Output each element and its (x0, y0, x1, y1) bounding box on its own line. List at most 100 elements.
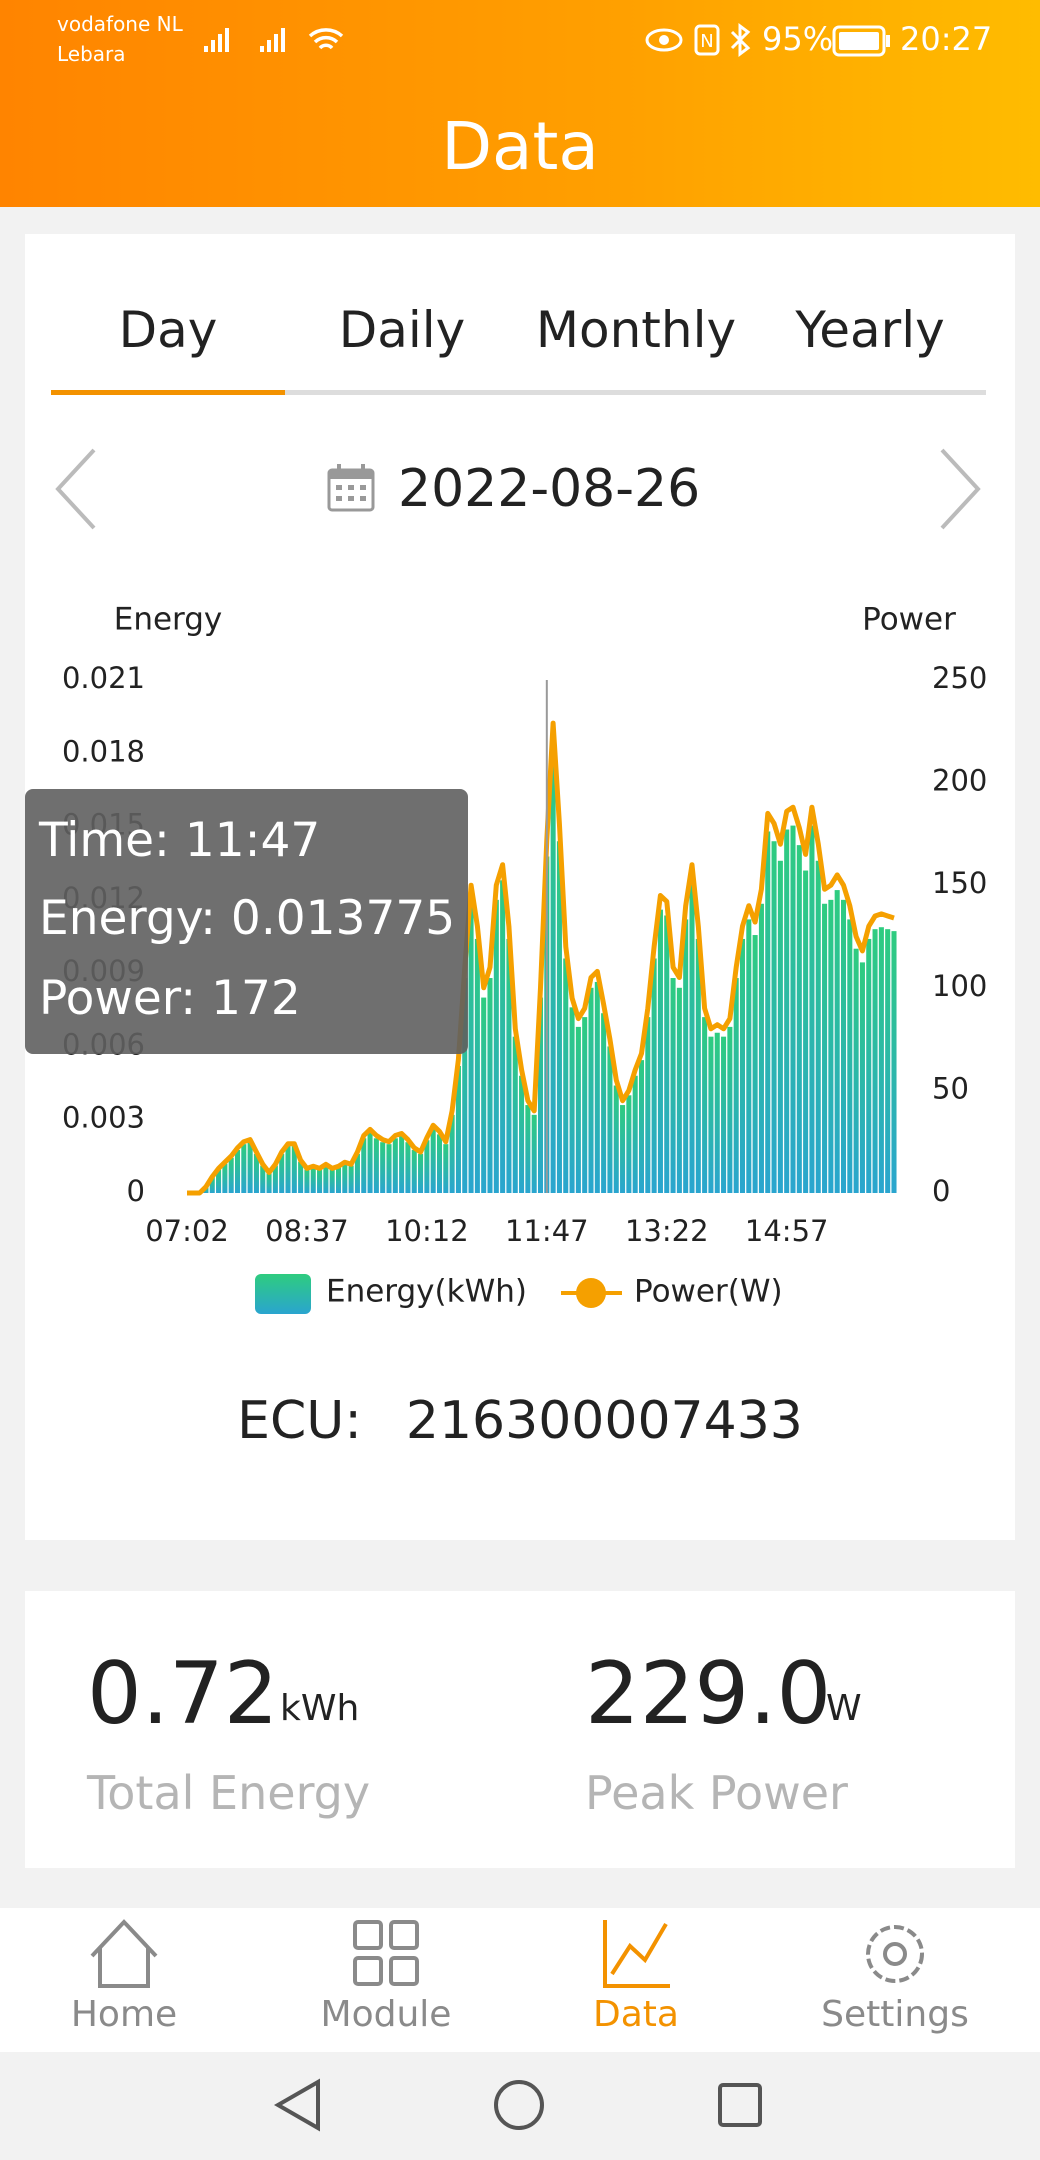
bar (702, 1017, 708, 1193)
module-icon[interactable] (353, 1920, 419, 1986)
nav-label[interactable]: Module (320, 1994, 452, 2035)
stat-value: 229.0 (585, 1644, 832, 1744)
bar (405, 1142, 411, 1193)
bar (847, 919, 853, 1193)
bar (721, 1036, 727, 1193)
bar (298, 1161, 304, 1193)
bar (651, 958, 657, 1193)
next-date[interactable] (930, 446, 990, 532)
bar (418, 1153, 424, 1193)
bar (803, 870, 809, 1193)
tooltip: Time: 11:47 Energy: 0.013775 Power: 172 (25, 789, 468, 1054)
bar (329, 1169, 335, 1193)
bar (436, 1134, 443, 1193)
bar (575, 1026, 581, 1193)
bar (531, 1114, 537, 1193)
tooltip-label: Power: (39, 971, 197, 1026)
tab[interactable]: Daily (338, 301, 466, 359)
bar (777, 860, 783, 1193)
y2-tick-label: 200 (932, 764, 987, 798)
bar (601, 1013, 607, 1193)
tab[interactable]: Yearly (795, 301, 945, 359)
nav-label[interactable]: Home (70, 1994, 178, 2035)
y-axis-title: Energy (114, 602, 223, 638)
bar (449, 1114, 455, 1193)
bar (260, 1165, 266, 1193)
bottom-nav (0, 1908, 1040, 2052)
bar (380, 1142, 386, 1193)
tab[interactable]: Day (118, 301, 218, 359)
nav-label[interactable]: Settings (821, 1994, 969, 2035)
y2-tick-label: 150 (932, 866, 987, 900)
bar (234, 1150, 241, 1193)
prev-date[interactable] (50, 446, 110, 532)
bar (525, 1105, 531, 1193)
bar (222, 1163, 228, 1193)
home-button[interactable] (494, 2080, 544, 2130)
bar (695, 938, 701, 1193)
bar (771, 841, 777, 1193)
back-button[interactable] (273, 2078, 320, 2132)
bar (399, 1136, 405, 1193)
page-title: Data (441, 108, 599, 185)
bar (506, 938, 512, 1193)
bar (335, 1167, 342, 1193)
bar (386, 1144, 392, 1193)
tooltip-label: Time: (39, 813, 170, 868)
bar (828, 899, 834, 1193)
stat-label: Total Energy (87, 1766, 371, 1820)
signal-icons (204, 28, 344, 52)
carrier: vodafone NL (57, 12, 183, 36)
bar (822, 903, 828, 1193)
bar (569, 1007, 575, 1193)
bar (872, 929, 878, 1193)
bar (689, 880, 695, 1193)
bar (853, 948, 859, 1193)
x-tick-label: 07:02 (145, 1214, 229, 1248)
bar (809, 825, 815, 1193)
bar (752, 935, 758, 1193)
status-icons: N (645, 23, 751, 57)
bar (891, 931, 897, 1193)
home-icon[interactable] (90, 1919, 158, 1988)
bar (620, 1105, 626, 1193)
tab[interactable]: Monthly (535, 301, 737, 359)
y2-tick-label: 50 (932, 1071, 969, 1105)
x-tick-label: 08:37 (265, 1214, 349, 1248)
system-nav (273, 2078, 762, 2132)
tooltip-value: 0.013775 (230, 891, 456, 946)
stat-unit: W (826, 1688, 862, 1729)
bar (209, 1177, 215, 1193)
tooltip-value: 172 (211, 971, 301, 1026)
recents-button[interactable] (718, 2083, 762, 2127)
bar (247, 1142, 253, 1193)
bar (582, 1017, 588, 1193)
y-tick-label: 0.018 (62, 734, 145, 768)
y-tick-label: 0.021 (62, 661, 145, 695)
bar (291, 1146, 297, 1193)
bar (310, 1167, 316, 1193)
nav-label[interactable]: Data (593, 1994, 679, 2035)
bar (285, 1146, 291, 1193)
bar (481, 997, 487, 1193)
tab-indicator (51, 390, 285, 395)
calendar-icon[interactable] (326, 462, 376, 514)
legend-label: Power(W) (634, 1274, 783, 1310)
date[interactable]: 2022-08-26 (398, 459, 701, 519)
bar (739, 938, 746, 1193)
bar (474, 938, 480, 1193)
tab-track (51, 390, 986, 395)
power-line (187, 720, 895, 1196)
bar (317, 1169, 323, 1193)
bar (342, 1163, 348, 1193)
clock: 20:27 (900, 20, 993, 58)
header: vodafone NL Lebara N 95% 20:27 Data (0, 0, 1040, 207)
bar (676, 987, 682, 1193)
data-icon[interactable] (603, 1920, 670, 1988)
bar (430, 1128, 436, 1193)
ecu: ECU: 216300007433 (0, 1390, 1040, 1452)
settings-icon[interactable] (866, 1925, 924, 1983)
bar (727, 1026, 733, 1193)
bar (537, 997, 544, 1193)
